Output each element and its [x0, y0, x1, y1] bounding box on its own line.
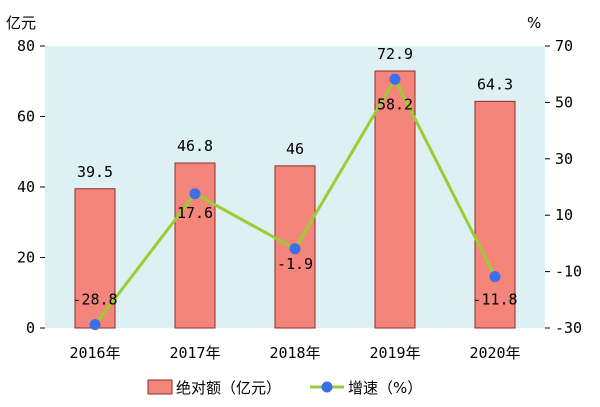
legend-swatch-marker: [321, 381, 333, 393]
right-tick-label: 70: [555, 37, 573, 55]
right-tick-label: 50: [555, 93, 573, 111]
legend: 绝对额（亿元） 增速（%）: [147, 379, 422, 397]
growth-marker: [389, 73, 401, 85]
bar-value-label: 72.9: [377, 45, 413, 63]
left-tick-label: 60: [17, 108, 35, 126]
bar: [174, 162, 216, 329]
category-label: 2018年: [269, 344, 320, 362]
right-axis-unit: %: [527, 14, 541, 32]
left-axis-unit: 亿元: [6, 14, 36, 32]
legend-swatch-bar: [147, 379, 173, 395]
line-value-labels: -28.8 17.6 -1.9 58.2 -11.8: [72, 95, 517, 308]
bar-value-label: 64.3: [477, 75, 513, 93]
growth-marker: [489, 271, 501, 283]
bar-value-label: 39.5: [77, 163, 113, 181]
left-axis: 0 20 40 60 80: [17, 37, 45, 337]
right-tick-label: -30: [555, 319, 582, 337]
growth-marker: [189, 188, 201, 200]
line-value-label: 17.6: [177, 204, 213, 222]
line-value-label: -1.9: [277, 255, 313, 273]
bar-series: [74, 70, 516, 329]
bar: [474, 100, 516, 329]
right-tick-label: -10: [555, 263, 582, 281]
line-value-label: -28.8: [72, 291, 117, 309]
right-axis: -30 -10 10 30 50 70: [545, 37, 582, 337]
left-tick-label: 0: [26, 319, 35, 337]
bar-value-label: 46.8: [177, 137, 213, 155]
category-label: 2017年: [169, 344, 220, 362]
line-series: [89, 73, 501, 331]
category-axis: 2016年 2017年 2018年 2019年 2020年: [69, 344, 520, 362]
bar-value-label: 46: [286, 140, 304, 158]
line-value-label: 58.2: [377, 95, 413, 113]
left-tick-label: 40: [17, 178, 35, 196]
bar-value-labels: 39.5 46.8 46 72.9 64.3: [77, 45, 513, 181]
left-tick-label: 20: [17, 249, 35, 267]
legend-label-bar: 绝对额（亿元）: [176, 379, 281, 397]
bar: [374, 70, 416, 329]
right-tick-label: 10: [555, 206, 573, 224]
category-label: 2016年: [69, 344, 120, 362]
left-tick-label: 80: [17, 37, 35, 55]
growth-marker: [89, 319, 101, 331]
right-tick-label: 30: [555, 150, 573, 168]
category-label: 2020年: [469, 344, 520, 362]
legend-label-line: 增速（%）: [348, 379, 422, 397]
growth-marker: [289, 243, 301, 255]
category-label: 2019年: [369, 344, 420, 362]
line-value-label: -11.8: [472, 291, 517, 309]
